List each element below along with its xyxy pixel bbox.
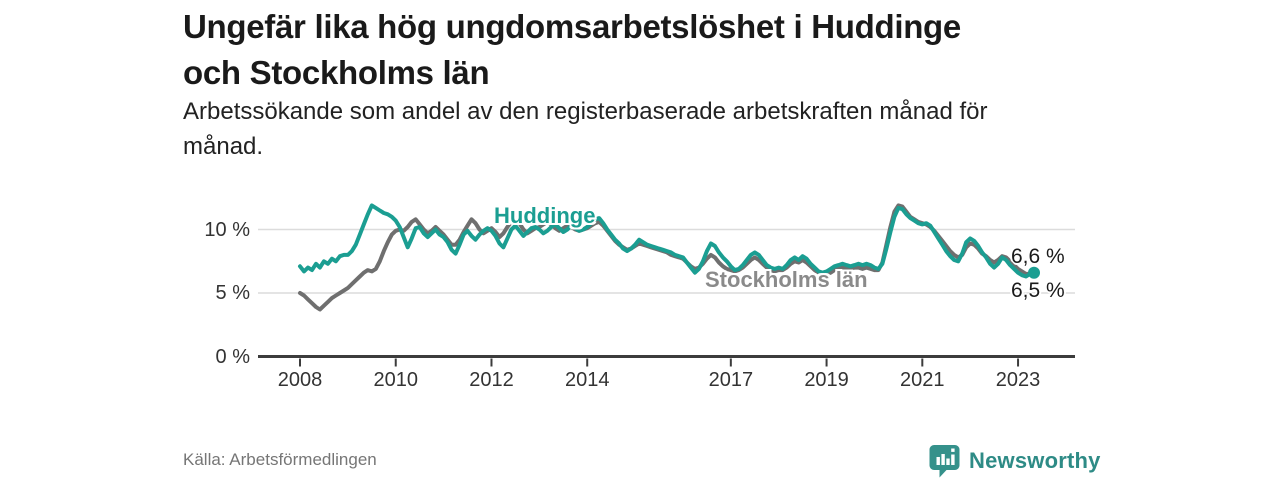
newsworthy-wordmark: Newsworthy xyxy=(969,448,1101,473)
x-tick-label: 2021 xyxy=(900,369,945,391)
newsworthy-logo[interactable]: Newsworthy xyxy=(929,444,1101,478)
y-tick-label: 10 % xyxy=(204,218,250,241)
x-tick-label: 2019 xyxy=(804,369,849,391)
series-line xyxy=(298,203,1036,312)
x-tick-label: 2017 xyxy=(708,369,754,391)
end-value-label-huddinge: 6,6 % xyxy=(1011,245,1065,268)
y-tick-label: 0 % xyxy=(215,345,250,368)
newsworthy-icon xyxy=(929,444,961,478)
y-tick-label: 5 % xyxy=(215,282,250,304)
source-note: Källa: Arbetsförmedlingen xyxy=(183,450,377,469)
series-label-stockholm: Stockholms län xyxy=(705,267,868,292)
x-tick-label: 2010 xyxy=(373,369,418,391)
x-tick-label: 2023 xyxy=(995,369,1041,391)
page-title: Ungefär lika hög ungdomsarbetslöshet i H… xyxy=(183,8,961,91)
x-tick-label: 2012 xyxy=(469,369,514,391)
series-label-huddinge: Huddinge xyxy=(494,203,596,228)
end-value-label-stockholm: 6,5 % xyxy=(1011,279,1065,302)
page-subtitle: Arbetssökande som andel av den registerb… xyxy=(183,98,988,160)
x-tick-label: 2008 xyxy=(277,369,323,391)
series-line xyxy=(298,203,1036,279)
series-end-dot xyxy=(1028,266,1040,279)
x-tick-label: 2014 xyxy=(564,369,610,391)
